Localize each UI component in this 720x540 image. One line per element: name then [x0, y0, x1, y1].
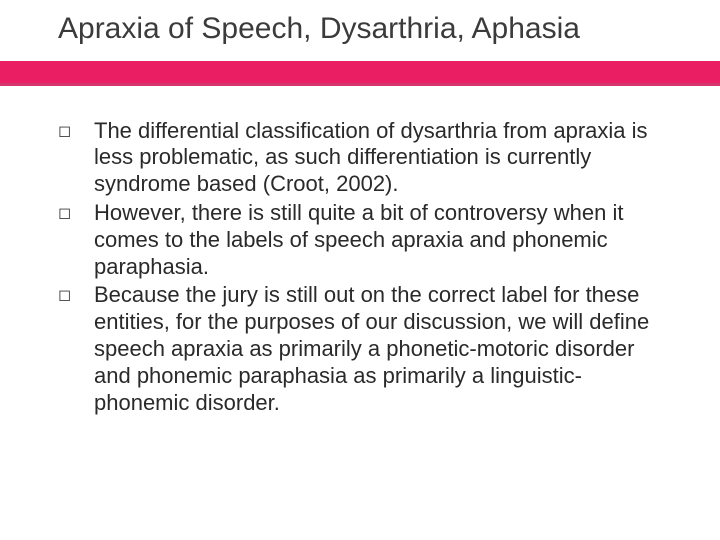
bullet-text: Because the jury is still out on the cor… — [94, 282, 660, 416]
body-area: ◻ The differential classification of dys… — [0, 86, 720, 417]
list-item: ◻ However, there is still quite a bit of… — [54, 200, 660, 280]
list-item: ◻ The differential classification of dys… — [54, 118, 660, 198]
bullet-icon: ◻ — [54, 282, 94, 310]
list-item: ◻ Because the jury is still out on the c… — [54, 282, 660, 416]
slide-title: Apraxia of Speech, Dysarthria, Aphasia — [58, 12, 720, 47]
bullet-icon: ◻ — [54, 118, 94, 146]
bullet-text: The differential classification of dysar… — [94, 118, 660, 198]
title-area: Apraxia of Speech, Dysarthria, Aphasia — [0, 0, 720, 55]
accent-bar — [0, 61, 720, 83]
bullet-text: However, there is still quite a bit of c… — [94, 200, 660, 280]
slide: Apraxia of Speech, Dysarthria, Aphasia ◻… — [0, 0, 720, 540]
bullet-icon: ◻ — [54, 200, 94, 228]
